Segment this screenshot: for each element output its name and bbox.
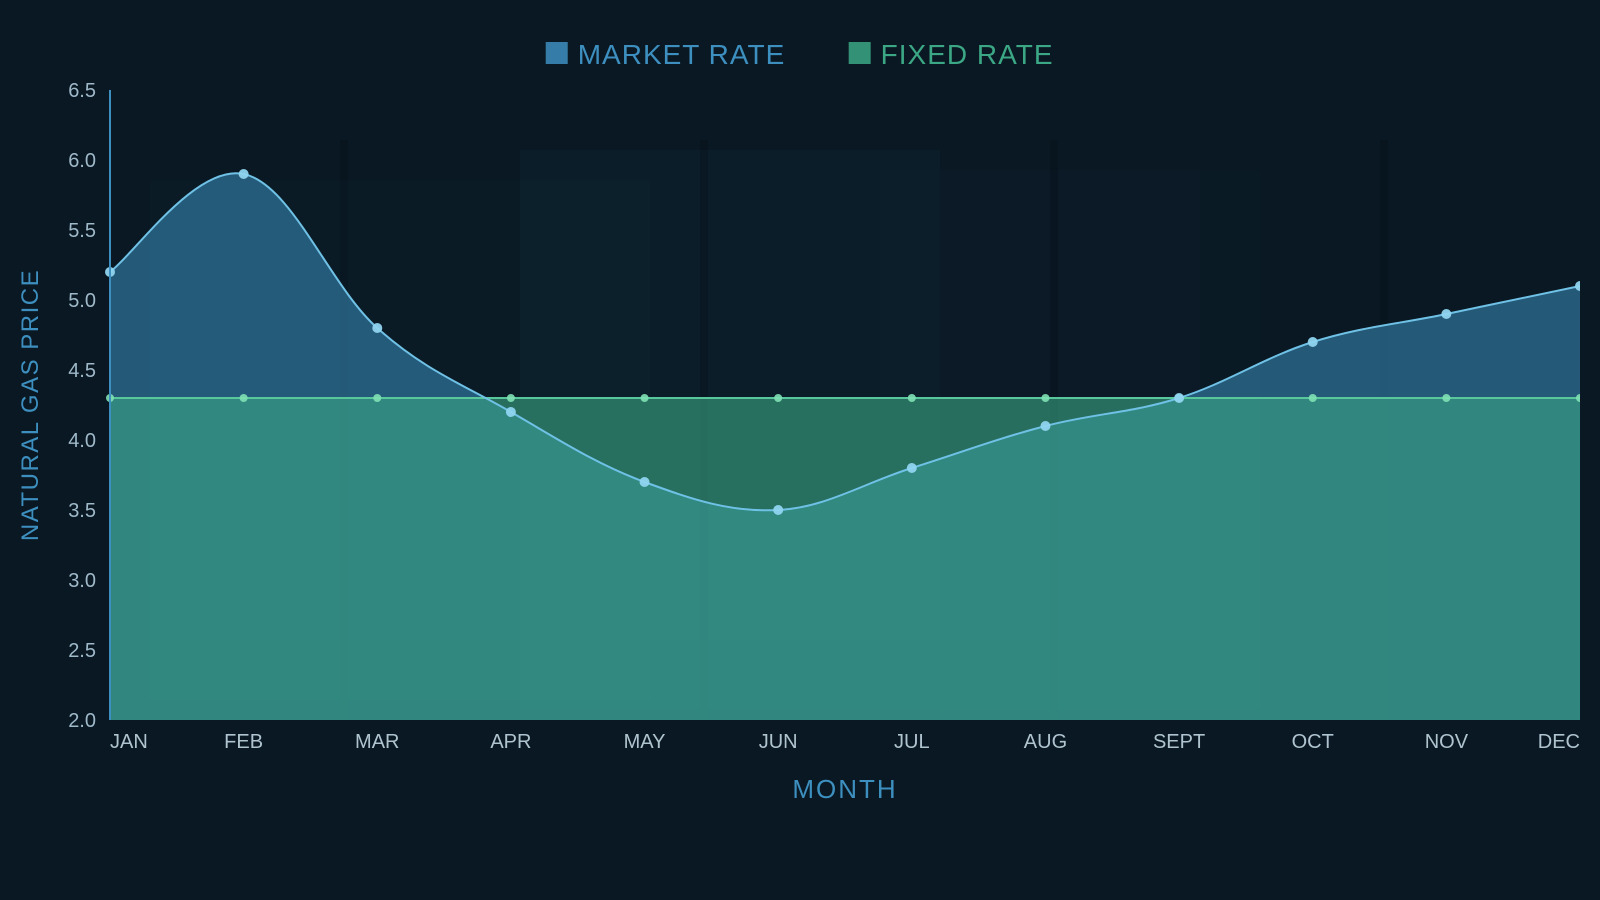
- legend-swatch: [849, 42, 871, 64]
- x-axis-title: MONTH: [792, 774, 897, 804]
- x-tick-label: JAN: [110, 731, 148, 753]
- x-tick-label: AUG: [1024, 731, 1067, 753]
- y-axis-title: NATURAL GAS PRICE: [17, 269, 44, 541]
- y-tick-label: 5.5: [68, 220, 96, 242]
- x-tick-label: DEC: [1538, 731, 1580, 753]
- y-tick-label: 4.0: [68, 430, 96, 452]
- x-tick-label: JUL: [894, 731, 930, 753]
- y-tick-label: 2.0: [68, 710, 96, 732]
- x-tick-label: OCT: [1292, 731, 1334, 753]
- y-tick-label: 2.5: [68, 640, 96, 662]
- fixed-rate-marker: [1442, 394, 1450, 402]
- fixed-rate-marker: [507, 394, 515, 402]
- market-rate-marker: [773, 505, 783, 515]
- x-tick-label: SEPT: [1153, 731, 1205, 753]
- x-tick-label: MAR: [355, 731, 399, 753]
- y-tick-label: 4.5: [68, 360, 96, 382]
- fixed-rate-marker: [1041, 394, 1049, 402]
- x-tick-label: NOV: [1425, 731, 1469, 753]
- fixed-rate-marker: [641, 394, 649, 402]
- x-tick-label: FEB: [224, 731, 263, 753]
- market-rate-marker: [907, 463, 917, 473]
- legend-swatch: [546, 42, 568, 64]
- market-rate-marker: [640, 477, 650, 487]
- fixed-rate-area: [110, 398, 1580, 720]
- market-rate-marker: [506, 407, 516, 417]
- x-tick-label: MAY: [624, 731, 666, 753]
- fixed-rate-marker: [774, 394, 782, 402]
- market-rate-marker: [239, 169, 249, 179]
- market-rate-marker: [1441, 309, 1451, 319]
- legend-label: MARKET RATE: [578, 39, 786, 70]
- fixed-rate-marker: [1309, 394, 1317, 402]
- fixed-rate-marker: [908, 394, 916, 402]
- x-tick-label: JUN: [759, 731, 798, 753]
- market-rate-marker: [1308, 337, 1318, 347]
- y-tick-label: 5.0: [68, 290, 96, 312]
- fixed-rate-marker: [240, 394, 248, 402]
- market-rate-marker: [1174, 393, 1184, 403]
- gas-price-chart: 2.0 2.5 3.0 3.5 4.0 4.5 5.0 5.5 6.0 6.5 NATURAL GA…: [0, 0, 1600, 900]
- y-tick-label: 3.5: [68, 500, 96, 522]
- legend-label: FIXED RATE: [881, 39, 1054, 70]
- y-tick-label: 6.0: [68, 150, 96, 172]
- chart-svg: 2.0 2.5 3.0 3.5 4.0 4.5 5.0 5.5 6.0 6.5 NATURAL GA…: [0, 0, 1600, 900]
- y-tick-label: 6.5: [68, 80, 96, 102]
- x-tick-label: APR: [490, 731, 531, 753]
- market-rate-marker: [372, 323, 382, 333]
- y-tick-label: 3.0: [68, 570, 96, 592]
- right-edge-mask: [1580, 0, 1600, 900]
- fixed-rate-marker: [373, 394, 381, 402]
- market-rate-marker: [1040, 421, 1050, 431]
